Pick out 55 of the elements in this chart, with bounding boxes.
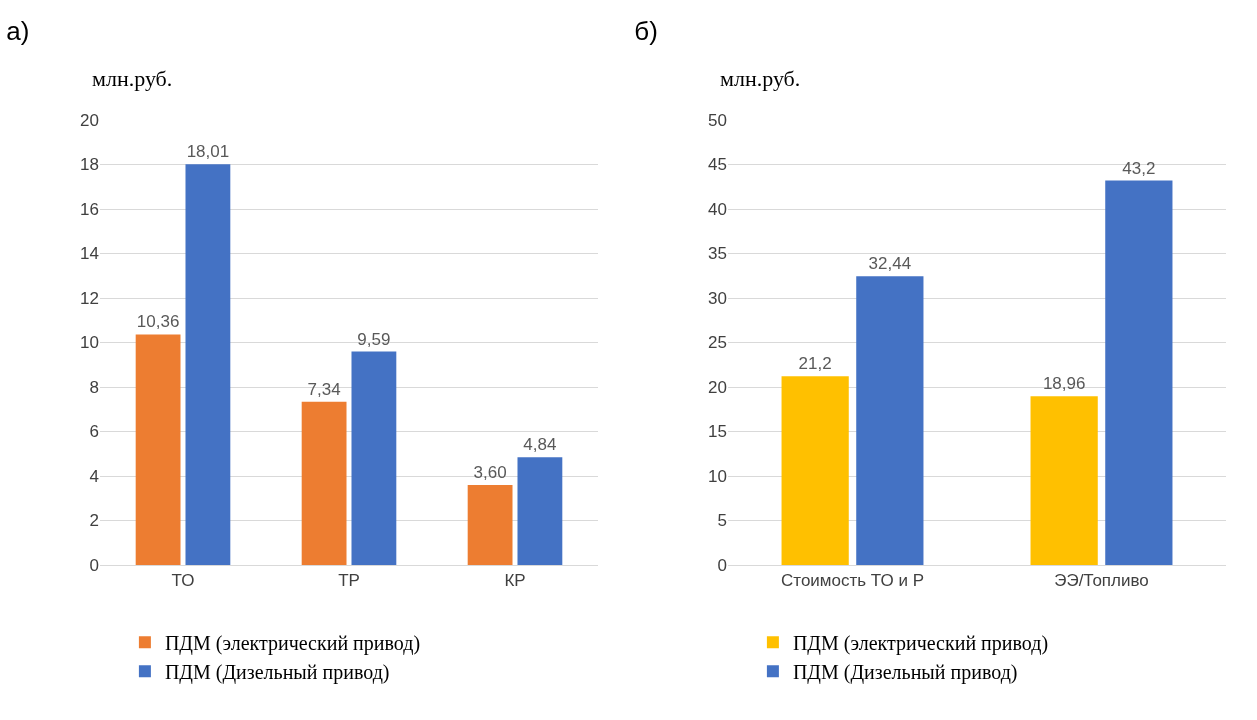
y-tick-label: 8 [89,377,99,397]
chart-title: а) [6,15,30,46]
data-label: 9,59 [357,329,391,349]
data-label: 43,2 [1122,158,1156,178]
y-tick-label: 0 [89,555,99,575]
y-tick-label: 30 [708,288,727,308]
legend-label: ПДМ (электрический привод) [792,632,1049,656]
y-tick-label: 50 [708,110,727,130]
y-tick-label: 15 [708,422,727,442]
bar [856,276,924,565]
bar [1105,180,1173,565]
legend-label: ПДМ (Дизельный привод) [792,661,1018,685]
y-tick-label: 12 [80,288,99,308]
bar [517,457,563,565]
data-label: 4,84 [523,435,557,455]
chart-title: б) [634,15,658,46]
data-label: 3,60 [473,462,507,482]
data-label: 7,34 [307,379,341,399]
y-tick-label: 4 [89,466,99,486]
bar [351,351,397,565]
y-tick-label: 20 [80,110,99,130]
data-label: 10,36 [136,312,180,332]
y-tick-label: 14 [80,244,99,264]
bar [467,484,513,565]
y-tick-label: 5 [717,511,727,531]
data-label: 21,2 [798,354,832,374]
y-tick-label: 0 [717,555,727,575]
bar [781,376,849,565]
y-tick-label: 35 [708,244,727,264]
x-tick-label: Стоимость ТО и Р [781,571,924,591]
x-tick-label: ТО [171,571,195,591]
bar [135,334,181,565]
y-tick-label: 45 [708,155,727,175]
y-tick-label: 10 [708,466,727,486]
y-tick-label: 18 [80,155,99,175]
y-tick-label: 2 [89,511,99,531]
bar [301,401,347,565]
x-tick-label: КР [504,571,526,591]
data-label: 18,96 [1042,374,1086,394]
y-tick-label: 10 [80,333,99,353]
bar [1030,396,1098,565]
legend-label: ПДМ (Дизельный привод) [164,661,390,685]
x-tick-label: ТР [338,571,360,591]
data-label: 32,44 [868,254,912,274]
y-tick-label: 20 [708,377,727,397]
bar [185,164,231,565]
data-label: 18,01 [186,142,230,162]
y-tick-label: 16 [80,199,99,219]
y-axis-title: млн.руб. [92,66,173,91]
y-axis-title: млн.руб. [720,66,801,91]
y-tick-label: 25 [708,333,727,353]
legend-label: ПДМ (электрический привод) [164,632,421,656]
y-tick-label: 6 [89,422,99,442]
x-tick-label: ЭЭ/Топливо [1054,571,1149,591]
y-tick-label: 40 [708,199,727,219]
